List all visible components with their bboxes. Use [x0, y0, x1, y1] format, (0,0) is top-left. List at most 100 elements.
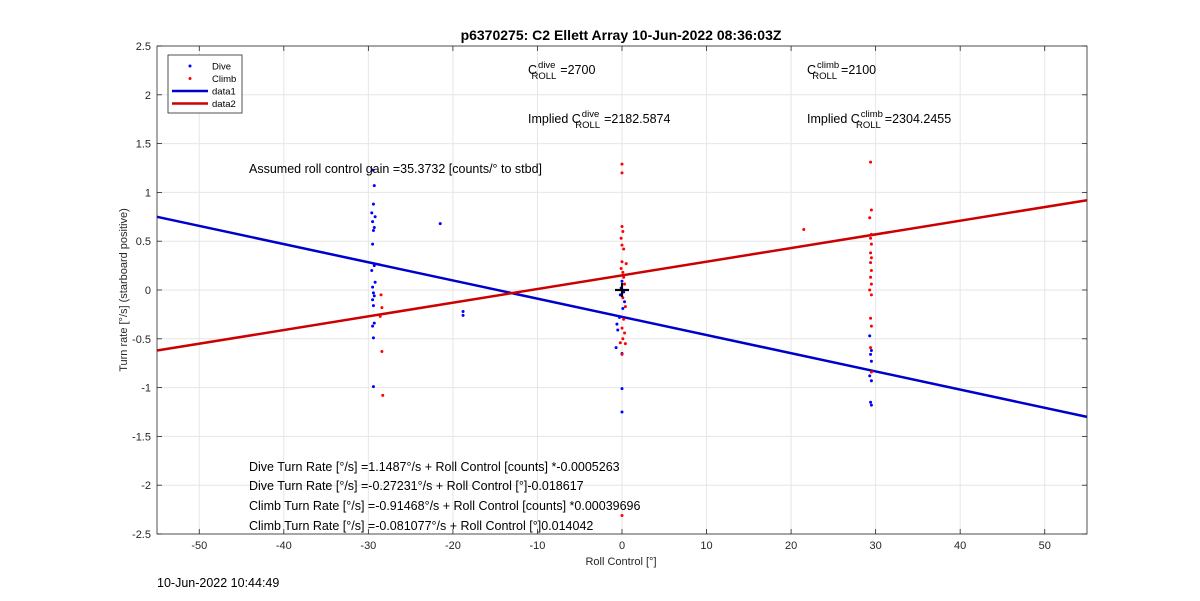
dive-point: [869, 349, 873, 353]
x-tick-label: -50: [191, 540, 207, 552]
dive-point: [371, 168, 375, 172]
climb-point: [869, 268, 873, 272]
climb-point: [619, 236, 623, 240]
dive-point: [869, 352, 873, 356]
dive-point: [617, 315, 621, 319]
dive-point: [371, 336, 375, 340]
climb-point: [622, 317, 626, 321]
climb-point: [620, 225, 624, 229]
climb-point: [622, 247, 626, 251]
y-axis-label: Turn rate [°/s] (starboard positive): [118, 208, 130, 372]
plot-frame: [156, 45, 1088, 535]
climb-point: [620, 243, 624, 247]
climb-point: [624, 262, 628, 266]
climb-point: [621, 270, 625, 274]
climb-point: [869, 370, 873, 374]
climb-point: [380, 349, 384, 353]
climb-point: [618, 341, 622, 345]
climb-point: [869, 242, 873, 246]
dive-point: [621, 307, 625, 311]
y-tick-label: -0.5: [132, 334, 151, 346]
y-tick-label: 0.5: [136, 236, 151, 248]
climb-point: [869, 208, 873, 212]
climb-point: [869, 160, 873, 164]
y-tick-label: 0: [145, 285, 151, 297]
grid: [157, 45, 1087, 535]
climb-point: [620, 326, 624, 330]
climb-point: [380, 306, 384, 310]
dive-point: [373, 215, 377, 219]
climb-point: [869, 261, 873, 265]
dive-point: [868, 334, 872, 338]
dive-point: [371, 385, 375, 389]
legend-marker-climb: [188, 77, 192, 80]
dive-point: [373, 280, 377, 284]
y-tick-label: 1: [145, 187, 151, 199]
dive-point: [370, 268, 374, 272]
dive-point: [372, 321, 376, 325]
axes-box: [156, 45, 1088, 535]
climb-point: [621, 296, 625, 300]
fit-equation-2: Climb Turn Rate [°/s] =-0.91468°/s + Rol…: [249, 499, 641, 513]
dive-point: [372, 184, 376, 188]
legend-label-data2: data2: [212, 99, 236, 110]
dive-point: [615, 322, 619, 326]
climb-point: [623, 282, 627, 286]
climb-point: [622, 275, 626, 279]
x-tick-label: 0: [619, 540, 625, 552]
climb-point: [379, 293, 383, 297]
dive-point: [614, 346, 618, 350]
dive-point: [371, 220, 375, 224]
x-tick-label: -20: [445, 540, 461, 552]
climb-point: [869, 251, 873, 255]
y-tick-label: 2: [145, 90, 151, 102]
fit-line-data2: [156, 198, 1088, 352]
x-tick-label: -10: [530, 540, 546, 552]
climb-point: [623, 305, 627, 309]
implied-climb-annotation: Implied Cclimb ROLL =2304.2455: [807, 109, 951, 131]
roll-gain-annotation: Assumed roll control gain =35.3732 [coun…: [249, 162, 542, 176]
dive-point: [868, 374, 872, 378]
y-tick-label: 2.5: [136, 41, 151, 53]
climb-point: [621, 337, 625, 341]
dive-point: [371, 285, 375, 289]
y-tick-label: 1.5: [136, 139, 151, 151]
y-tick-label: -1: [141, 383, 151, 395]
x-axis-label: Roll Control [°]: [585, 556, 656, 568]
dive-point: [372, 226, 376, 230]
climb-point: [869, 293, 873, 297]
climb-point: [620, 171, 624, 175]
climb-point: [869, 256, 873, 260]
dive-point: [869, 379, 873, 383]
chart-title: p6370275: C2 Ellett Array 10-Jun-2022 08…: [461, 27, 782, 43]
dive-point: [371, 324, 375, 328]
timestamp: 10-Jun-2022 10:44:49: [157, 576, 280, 590]
implied-dive-annotation: Implied Cdive ROLL =2182.5874: [528, 109, 670, 131]
climb-point: [619, 267, 623, 271]
dive-point: [371, 291, 375, 295]
fit-line-data1: [156, 215, 1088, 419]
dive-point: [620, 410, 624, 414]
climb-point: [869, 232, 873, 236]
dive-point: [461, 309, 465, 313]
climb-point: [381, 393, 385, 397]
c-roll-climb-annotation: Cclimb ROLL =2100: [807, 60, 876, 82]
x-tick-label: 40: [954, 540, 966, 552]
climb-point: [620, 260, 624, 264]
dive-point: [869, 359, 873, 363]
climb-point: [621, 229, 625, 233]
dive-point: [372, 264, 376, 268]
climb-point: [620, 162, 624, 166]
x-tick-label: 10: [700, 540, 712, 552]
fit-equation-0: Dive Turn Rate [°/s] =1.1487°/s + Roll C…: [249, 460, 620, 474]
c-roll-dive-annotation: Cdive ROLL =2700: [528, 60, 595, 82]
climb-point: [869, 275, 873, 279]
dive-point: [371, 202, 375, 206]
legend-marker-dive: [188, 64, 192, 68]
climb-point: [868, 288, 872, 292]
climb-point: [623, 331, 627, 335]
y-tick-label: -2: [141, 480, 151, 492]
x-tick-label: 20: [785, 540, 797, 552]
dive-point: [869, 400, 873, 404]
